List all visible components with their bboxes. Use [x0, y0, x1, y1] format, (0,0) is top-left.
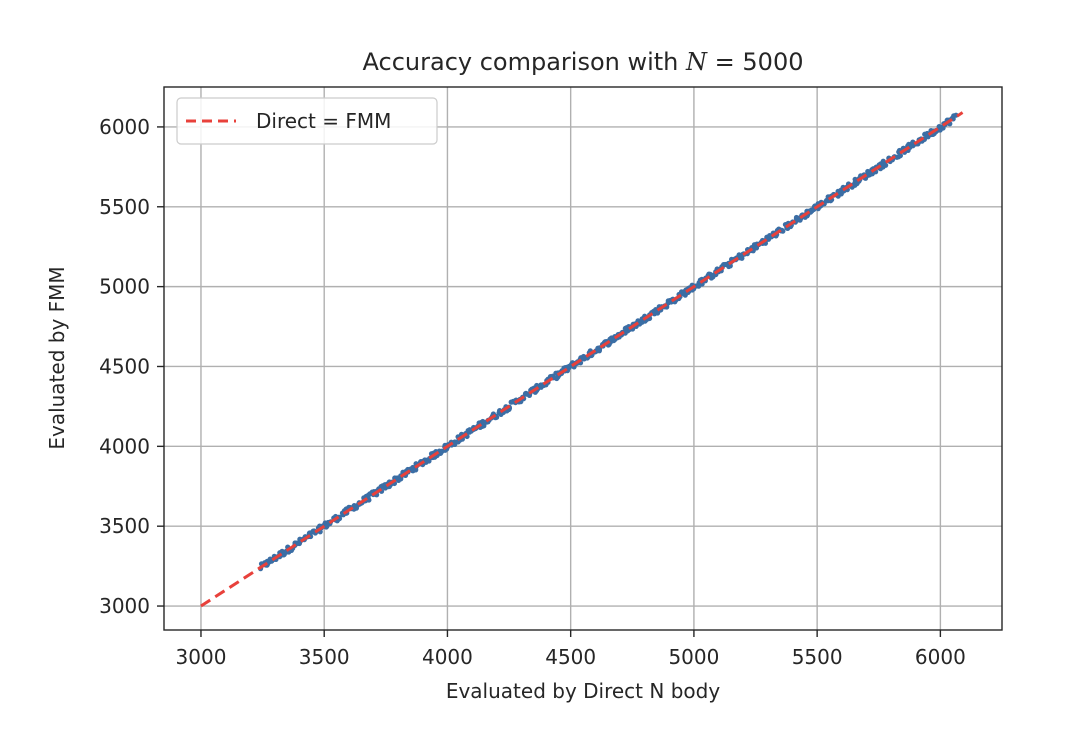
scatter-point [727, 263, 733, 269]
scatter-point [596, 348, 602, 354]
y-axis-label: Evaluated by FMM [45, 266, 69, 449]
title-prefix: Accuracy comparison with [363, 48, 687, 76]
y-tick-label: 5000 [99, 275, 150, 299]
scatter-point [780, 228, 786, 234]
scatter-point [413, 467, 419, 473]
scatter-point [883, 162, 889, 168]
x-axis-label: Evaluated by Direct N body [446, 679, 720, 703]
x-tick-label: 3000 [176, 645, 227, 669]
x-tick-label: 4500 [545, 645, 596, 669]
y-tick-label: 4500 [99, 354, 150, 378]
y-tick-label: 3500 [99, 514, 150, 538]
title-math-var: N [685, 48, 708, 76]
plot-frame [163, 86, 1003, 631]
reference-line-series [200, 111, 964, 608]
x-axis: 3000 3500 4000 4500 5000 5500 6000 [176, 630, 966, 669]
title-math-rest: = 5000 [707, 48, 803, 76]
y-tick-label: 6000 [99, 115, 150, 139]
x-tick-label: 4000 [422, 645, 473, 669]
x-tick-label: 6000 [915, 645, 966, 669]
x-tick-label: 5000 [668, 645, 719, 669]
scatter-point [654, 310, 661, 316]
scatter-point [953, 112, 959, 118]
scatter-point [426, 458, 432, 464]
grid [164, 87, 1002, 630]
scatter-point [481, 423, 487, 429]
legend-label-direct-fmm: Direct = FMM [256, 109, 391, 133]
y-axis: 3000 3500 4000 4500 5000 5500 6000 [99, 115, 164, 618]
y-tick-label: 4000 [99, 434, 150, 458]
reference-line [200, 111, 964, 608]
x-tick-label: 3500 [299, 645, 350, 669]
y-tick-label: 3000 [99, 594, 150, 618]
scatter-point [797, 217, 803, 223]
legend: Direct = FMM [176, 97, 438, 145]
scatter-point [897, 153, 904, 159]
x-tick-label: 5500 [792, 645, 843, 669]
y-tick-label: 5500 [99, 195, 150, 219]
chart-title: Accuracy comparison with N = 5000 [363, 48, 804, 76]
legend-box [176, 97, 438, 145]
